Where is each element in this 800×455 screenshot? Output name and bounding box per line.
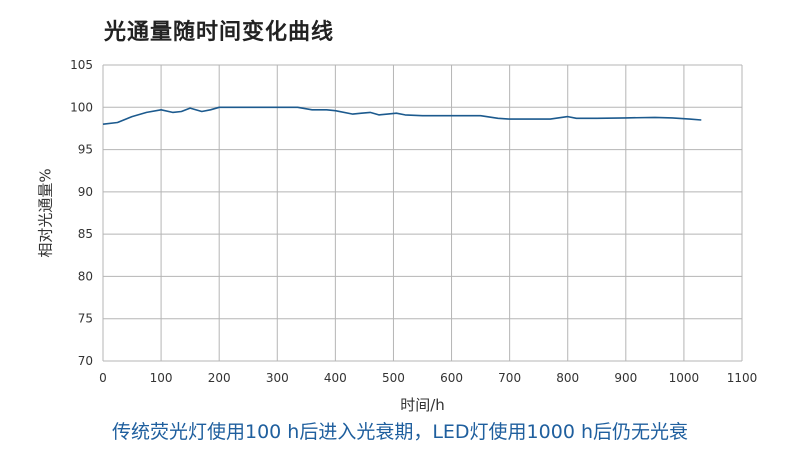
x-tick-label: 1000	[669, 371, 700, 385]
y-tick-label: 105	[70, 58, 93, 72]
y-tick-label: 90	[78, 185, 93, 199]
x-tick-label: 0	[99, 371, 107, 385]
x-tick-label: 300	[266, 371, 289, 385]
x-tick-label: 100	[150, 371, 173, 385]
y-tick-label: 95	[78, 143, 93, 157]
chart-caption: 传统荧光灯使用100 h后进入光衰期，LED灯使用1000 h后仍无光衰	[111, 421, 688, 443]
grid	[102, 64, 743, 362]
y-tick-label: 85	[78, 227, 93, 241]
x-tick-label: 800	[556, 371, 579, 385]
y-tick-label: 80	[78, 269, 93, 283]
x-tick-label: 500	[382, 371, 405, 385]
chart-title: 光通量随时间变化曲线	[104, 20, 335, 45]
x-tick-label: 200	[208, 371, 231, 385]
x-tick-label: 700	[498, 371, 521, 385]
y-tick-label: 100	[70, 100, 93, 114]
y-tick-label: 70	[78, 354, 93, 368]
x-tick-label: 900	[614, 371, 637, 385]
x-tick-label: 600	[440, 371, 463, 385]
x-tick-label: 400	[324, 371, 347, 385]
y-axis-label: 相对光通量%	[37, 168, 55, 257]
series-line	[102, 106, 702, 125]
x-tick-label: 1100	[727, 371, 758, 385]
x-axis-label: 时间/h	[400, 396, 445, 414]
y-tick-label: 75	[78, 312, 93, 326]
tick-labels: 0 100 200 300 400 500 600 700 800 900 1000 1100 70 75…	[70, 58, 757, 385]
